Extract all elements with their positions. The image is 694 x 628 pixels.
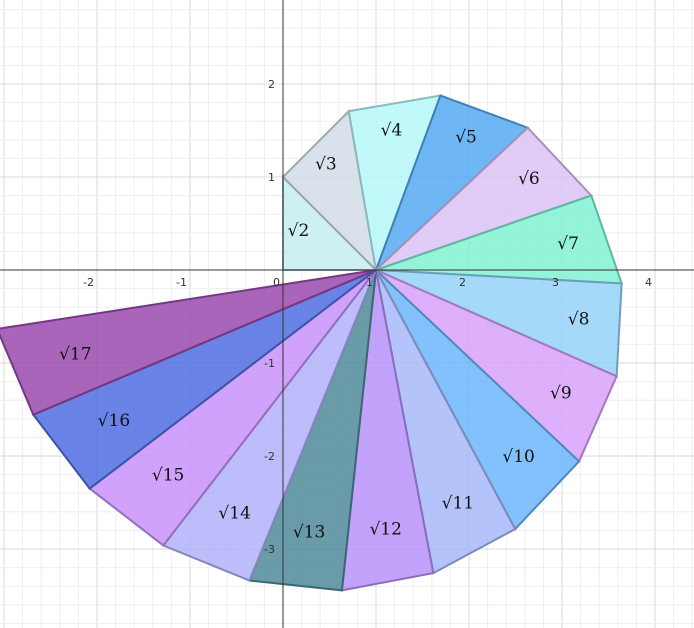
triangle-label: √10 [502, 447, 534, 467]
x-tick-label: 3 [552, 276, 559, 289]
triangles [0, 94, 624, 592]
triangle-label: √14 [218, 504, 250, 524]
triangle-label: √4 [381, 121, 403, 141]
x-tick-label: 4 [645, 276, 652, 289]
x-tick-label: 0 [273, 276, 280, 289]
triangle [0, 269, 377, 416]
y-tick-label: -3 [264, 543, 275, 556]
triangle-label: √7 [557, 234, 579, 254]
y-tick-label: 2 [268, 78, 275, 91]
triangle-label: √15 [152, 465, 184, 485]
triangle-label: √16 [98, 411, 130, 431]
x-tick-label: -1 [176, 276, 187, 289]
triangle-label: √8 [568, 309, 590, 329]
x-tick-label: 1 [366, 276, 373, 289]
triangle-label: √13 [293, 522, 325, 542]
x-tick-label: -2 [83, 276, 94, 289]
triangle-label: √3 [315, 155, 337, 175]
y-tick-label: -1 [264, 357, 275, 370]
y-tick-label: 1 [268, 171, 275, 184]
triangle-label: √11 [442, 494, 474, 514]
y-tick-label: -2 [264, 450, 275, 463]
x-tick-label: 2 [459, 276, 466, 289]
triangle-label: √9 [550, 384, 572, 404]
triangle-label: √6 [518, 169, 540, 189]
triangle-label: √17 [59, 344, 91, 364]
x-tick-label: -3 [0, 276, 1, 289]
triangle-label: √2 [288, 221, 310, 241]
triangle-label: √5 [455, 128, 477, 148]
triangle-label: √12 [369, 519, 401, 539]
